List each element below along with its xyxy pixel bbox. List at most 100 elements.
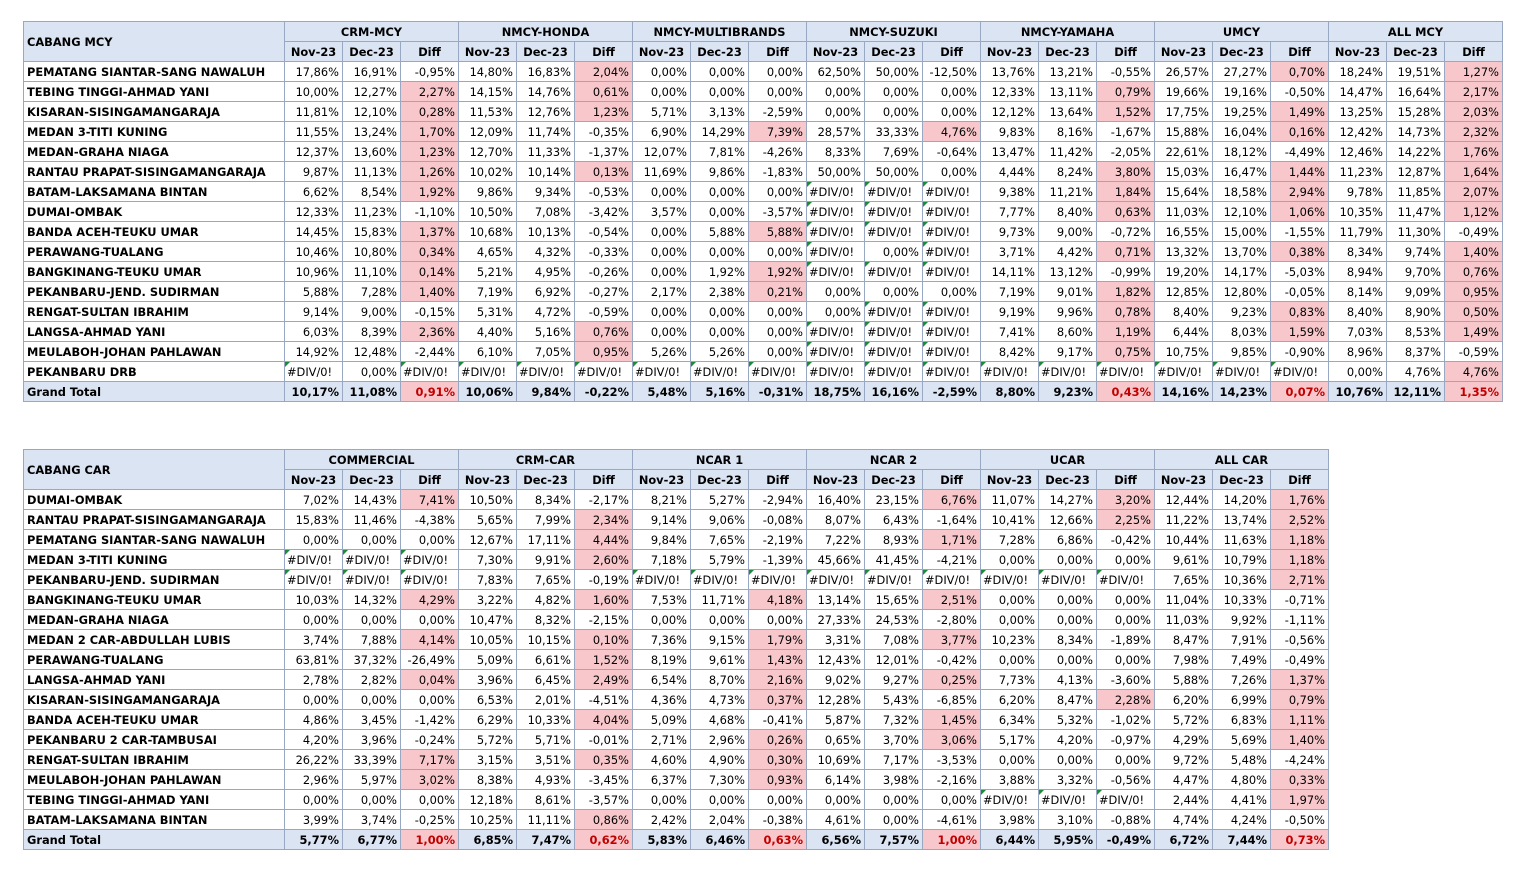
value-cell: 6,72% [1154, 829, 1213, 850]
diff-cell: 0,50% [1444, 301, 1503, 322]
value-cell: 7,69% [864, 141, 923, 162]
value-cell: 9,83% [980, 121, 1039, 142]
table-row: BANDA ACEH-TEUKU UMAR 4,86% 3,45% -1,42% 6,2… [23, 709, 1329, 730]
value-cell: 11,71% [690, 589, 749, 610]
diff-cell: -1,37% [574, 141, 633, 162]
diff-cell: 1,00% [400, 829, 459, 850]
diff-cell: 1,27% [1444, 61, 1503, 82]
diff-cell: 0,73% [1270, 829, 1329, 850]
diff-cell: #DIV/0! [400, 361, 459, 382]
value-cell: #DIV/0! [806, 181, 865, 202]
branch-name: MEDAN 3-TITI KUNING [23, 549, 285, 570]
value-cell: 9,91% [516, 549, 575, 570]
column-header: Nov-23 [806, 41, 865, 62]
diff-cell: -0,56% [1096, 769, 1155, 790]
value-cell: 0,00% [980, 649, 1039, 670]
value-cell: 7,73% [980, 669, 1039, 690]
value-cell: 15,00% [1212, 221, 1271, 242]
value-cell: 11,21% [1038, 181, 1097, 202]
diff-cell: -6,85% [922, 689, 981, 710]
value-cell: 10,35% [1328, 201, 1387, 222]
value-cell: 0,00% [632, 301, 691, 322]
value-cell: 4,93% [516, 769, 575, 790]
value-cell: 19,66% [1154, 81, 1213, 102]
value-cell: 0,00% [342, 689, 401, 710]
diff-cell: -3,53% [922, 749, 981, 770]
value-cell: 8,24% [1038, 161, 1097, 182]
column-header: Dec-23 [342, 469, 401, 490]
value-cell: 10,00% [284, 81, 343, 102]
value-cell: 0,00% [864, 809, 923, 830]
value-cell: 5,32% [1038, 709, 1097, 730]
value-cell: 12,07% [632, 141, 691, 162]
value-cell: 0,00% [1038, 609, 1097, 630]
value-cell: 9,06% [690, 509, 749, 530]
sub-header-row: Nov-23 Dec-23 Diff Nov-23 Dec-23 Diff Nov-23 De… [24, 41, 1503, 62]
value-cell: 13,32% [1154, 241, 1213, 262]
diff-cell: -0,97% [1096, 729, 1155, 750]
value-cell: 8,60% [1038, 321, 1097, 342]
value-cell: 7,18% [632, 549, 691, 570]
diff-cell: 2,34% [574, 509, 633, 530]
value-cell: 0,00% [690, 609, 749, 630]
value-cell: 9,84% [516, 381, 575, 402]
diff-cell: #DIV/0! [1270, 361, 1329, 382]
value-cell: 14,23% [1212, 381, 1271, 402]
value-cell: 11,63% [1212, 529, 1271, 550]
value-cell: 0,00% [690, 81, 749, 102]
value-cell: 9,01% [1038, 281, 1097, 302]
branch-name: BATAM-LAKSAMANA BINTAN [23, 809, 285, 830]
value-cell: 12,70% [458, 141, 517, 162]
value-cell: 12,27% [342, 81, 401, 102]
value-cell: 12,11% [1386, 381, 1445, 402]
value-cell: 0,00% [342, 789, 401, 810]
diff-cell: -0,41% [748, 709, 807, 730]
value-cell: 6,54% [632, 669, 691, 690]
column-header: Nov-23 [1328, 41, 1387, 62]
value-cell: 8,14% [1328, 281, 1387, 302]
value-cell: 0,00% [690, 61, 749, 82]
branch-name: RANTAU PRAPAT-SISINGAMANGARAJA [23, 509, 285, 530]
value-cell: 6,29% [458, 709, 517, 730]
value-cell: 6,20% [1154, 689, 1213, 710]
diff-cell: -0,53% [574, 181, 633, 202]
value-cell: #DIV/0! [864, 361, 923, 382]
diff-cell: 0,35% [574, 749, 633, 770]
diff-cell: 5,88% [748, 221, 807, 242]
diff-cell: -1,10% [400, 201, 459, 222]
diff-cell: 0,62% [574, 829, 633, 850]
value-cell: 10,03% [284, 589, 343, 610]
diff-cell: 2,17% [1444, 81, 1503, 102]
value-cell: 0,00% [1038, 549, 1097, 570]
branch-name: BANGKINANG-TEUKU UMAR [23, 589, 285, 610]
value-cell: 18,58% [1212, 181, 1271, 202]
value-cell: 10,50% [458, 201, 517, 222]
value-cell: 12,37% [284, 141, 343, 162]
value-cell: 7,08% [516, 201, 575, 222]
diff-cell: 2,28% [1096, 689, 1155, 710]
value-cell: 5,16% [516, 321, 575, 342]
value-cell: 1,92% [690, 261, 749, 282]
value-cell: 10,44% [1154, 529, 1213, 550]
value-cell: 6,43% [864, 509, 923, 530]
value-cell: 0,00% [1328, 361, 1387, 382]
value-cell: 11,07% [980, 489, 1039, 510]
diff-cell: 4,29% [400, 589, 459, 610]
value-cell: 5,16% [690, 381, 749, 402]
table-row: MEULABOH-JOHAN PAHLAWAN 14,92% 12,48% -2,44… [23, 341, 1503, 362]
column-header: Nov-23 [284, 41, 343, 62]
value-cell: 0,00% [864, 281, 923, 302]
diff-cell: -12,50% [922, 61, 981, 82]
value-cell: 5,88% [1154, 669, 1213, 690]
value-cell: 9,14% [632, 509, 691, 530]
value-cell: #DIV/0! [690, 569, 749, 590]
value-cell: 41,45% [864, 549, 923, 570]
value-cell: #DIV/0! [632, 569, 691, 590]
value-cell: 5,95% [1038, 829, 1097, 850]
diff-cell: -0,99% [1096, 261, 1155, 282]
diff-cell: 0,00% [1096, 609, 1155, 630]
value-cell: 8,70% [690, 669, 749, 690]
diff-cell: 1,52% [574, 649, 633, 670]
